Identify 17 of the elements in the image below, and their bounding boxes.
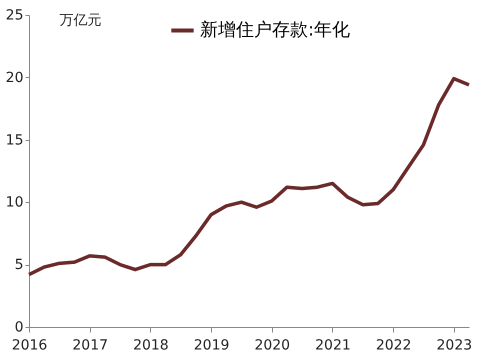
x-tick-label: 2016 xyxy=(12,338,48,350)
y-tick-label: 25 xyxy=(6,8,24,24)
x-tick-label: 2023 xyxy=(436,338,472,350)
x-tick-label: 2020 xyxy=(254,338,290,350)
y-axis-title: 万亿元 xyxy=(60,12,102,28)
y-tick-label: 5 xyxy=(14,257,24,274)
y-tick-label: 10 xyxy=(6,194,24,211)
x-tick-label: 2018 xyxy=(133,338,169,350)
y-tick-label: 0 xyxy=(14,320,24,336)
y-tick-label: 15 xyxy=(6,132,24,148)
x-tick-label: 2021 xyxy=(315,338,351,350)
x-tick-label: 2019 xyxy=(194,338,230,350)
line-series xyxy=(27,76,471,276)
legend-label: 新增住户存款:年化 xyxy=(200,20,350,40)
x-tick-label: 2017 xyxy=(72,338,108,350)
x-tick-label: 2022 xyxy=(376,338,412,350)
y-tick-label: 20 xyxy=(6,70,24,86)
